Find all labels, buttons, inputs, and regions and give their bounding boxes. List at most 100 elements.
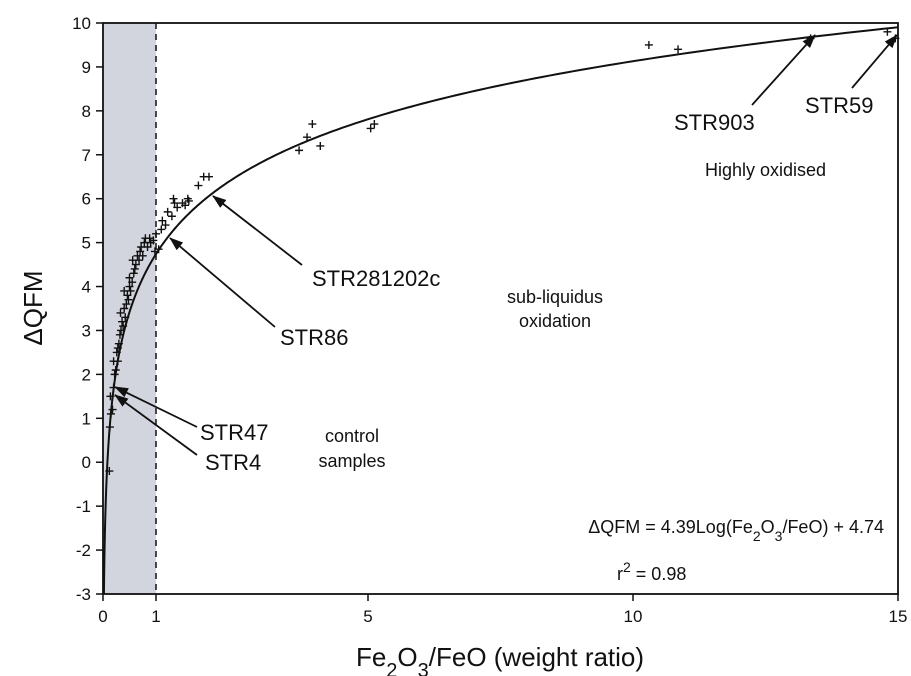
data-point xyxy=(143,243,152,252)
data-point xyxy=(316,141,325,150)
data-point xyxy=(111,365,120,374)
plot-frame xyxy=(102,22,899,595)
data-point xyxy=(167,212,176,221)
label-str281202c: STR281202c xyxy=(312,266,440,291)
data-points xyxy=(105,27,900,476)
data-point xyxy=(205,172,213,181)
data-point xyxy=(105,423,114,432)
fit-curve xyxy=(102,26,899,595)
y-tick-label: 2 xyxy=(82,365,91,384)
data-point xyxy=(121,313,130,322)
label-str59: STR59 xyxy=(805,93,873,118)
label-sub-liquidus: sub-liquidus xyxy=(507,287,603,307)
data-point xyxy=(154,245,163,254)
data-point xyxy=(303,133,312,142)
y-tick-label: 5 xyxy=(82,234,91,253)
r-squared: r2 = 0.98 xyxy=(617,559,686,584)
data-point xyxy=(152,229,160,238)
y-tick-label: 10 xyxy=(72,14,91,33)
data-point xyxy=(119,322,128,331)
x-tick-label: 15 xyxy=(889,607,908,626)
data-point xyxy=(118,317,127,326)
data-point xyxy=(184,196,193,205)
arrow-str86 xyxy=(169,237,276,328)
x-tick-label: 1 xyxy=(151,607,160,626)
data-point xyxy=(163,207,172,216)
y-axis-title: ΔQFM xyxy=(18,270,48,345)
data-point xyxy=(123,291,132,300)
annotation-arrows xyxy=(114,34,898,456)
data-point xyxy=(129,269,138,278)
label-str903: STR903 xyxy=(674,110,755,135)
data-point xyxy=(157,225,166,234)
fit-equation: ΔQFM = 4.39Log(Fe2O3/FeO) + 4.74 xyxy=(588,517,884,544)
label-str4: STR4 xyxy=(205,450,261,475)
y-tick-label: 9 xyxy=(82,58,91,77)
label-oxidation: oxidation xyxy=(519,311,591,331)
x-tick-label: 5 xyxy=(363,607,372,626)
data-point xyxy=(130,264,139,273)
x-tick-label: 10 xyxy=(624,607,643,626)
arrow-str59 xyxy=(851,34,898,89)
label-samples: samples xyxy=(318,451,385,471)
data-point xyxy=(674,45,683,54)
y-tick-label: -1 xyxy=(76,497,91,516)
data-point xyxy=(116,308,125,317)
data-point xyxy=(110,370,119,379)
control-region-shading xyxy=(103,23,156,594)
data-point xyxy=(181,201,190,210)
arrow-str47 xyxy=(114,386,198,428)
arrow-str281202c xyxy=(212,195,303,266)
label-control: control xyxy=(325,426,379,446)
data-point xyxy=(128,278,137,287)
data-point xyxy=(112,348,121,357)
y-tick-label: 7 xyxy=(82,146,91,165)
data-point xyxy=(113,357,122,366)
data-point xyxy=(131,260,140,269)
data-point xyxy=(125,282,134,291)
data-point xyxy=(136,247,145,256)
y-tick-label: 3 xyxy=(82,321,91,340)
y-tick-label: 0 xyxy=(82,453,91,472)
y-tick-label: -2 xyxy=(76,541,91,560)
data-point xyxy=(117,326,126,335)
label-str47: STR47 xyxy=(200,420,268,445)
y-tick-label: -3 xyxy=(76,585,91,604)
y-tick-label: 1 xyxy=(82,409,91,428)
data-point xyxy=(370,120,379,129)
data-point xyxy=(106,392,115,401)
data-point xyxy=(115,330,124,339)
data-point xyxy=(124,295,133,304)
data-point xyxy=(135,256,144,265)
data-point xyxy=(308,120,317,129)
data-point xyxy=(173,203,182,212)
data-point xyxy=(161,221,170,230)
data-point xyxy=(170,199,179,208)
data-point xyxy=(194,181,203,190)
x-axis-title: Fe2O3/FeO (weight ratio) xyxy=(356,642,644,676)
data-point xyxy=(169,194,178,203)
data-point xyxy=(125,273,134,282)
data-point xyxy=(113,344,122,353)
data-point xyxy=(108,405,117,414)
data-point xyxy=(138,251,147,260)
arrow-str903 xyxy=(751,34,816,106)
data-point xyxy=(105,467,114,476)
x-tick-label: 0 xyxy=(98,607,107,626)
label-str86: STR86 xyxy=(280,325,348,350)
data-point xyxy=(644,40,653,49)
data-point xyxy=(149,236,158,245)
arrow-str4 xyxy=(114,394,198,456)
label-highly-oxidised: Highly oxidised xyxy=(705,160,826,180)
y-tick-label: 8 xyxy=(82,102,91,121)
y-tick-label: 6 xyxy=(82,190,91,209)
data-point xyxy=(158,216,167,225)
y-tick-label: 4 xyxy=(82,278,91,297)
data-point xyxy=(114,339,123,348)
data-point xyxy=(122,300,131,309)
data-point xyxy=(366,124,375,133)
data-point xyxy=(106,409,115,418)
data-point xyxy=(295,146,304,155)
